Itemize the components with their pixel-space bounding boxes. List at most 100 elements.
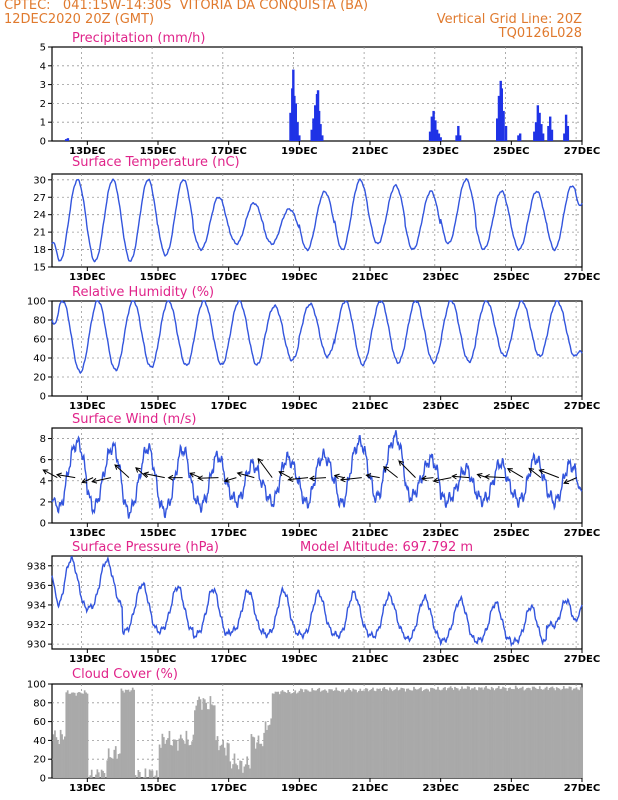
cloud-bar: [181, 738, 184, 778]
cloud-bar: [170, 744, 172, 778]
precip-ytick-label: 3: [40, 80, 46, 91]
cloud-bar: [129, 691, 131, 778]
cloud-bar: [439, 690, 442, 778]
cloud-bar: [186, 739, 189, 778]
cloud-bar: [208, 709, 210, 778]
cloud-bar: [413, 686, 415, 778]
rh-ytick-label: 0: [40, 392, 46, 403]
wind-vector: [383, 466, 398, 479]
wind-vector: [484, 474, 506, 480]
cloud-bar: [529, 688, 531, 778]
cloud-bar: [553, 688, 555, 778]
cloud-bar: [244, 764, 247, 778]
cloud-bar: [268, 724, 271, 778]
precip-bar: [455, 135, 458, 141]
cloud-bar: [499, 689, 502, 778]
cloud-bar: [564, 688, 567, 778]
temp-ytick-label: 27: [33, 193, 46, 204]
wind-vector: [309, 475, 326, 482]
wind-xtick-label: 15DEC: [140, 528, 176, 539]
cloud-bar: [356, 692, 359, 778]
cloud-bar: [298, 690, 301, 778]
wind-vector: [42, 469, 58, 479]
cloud-bar: [331, 689, 333, 778]
cloud-bar: [160, 747, 162, 778]
cloud-bar: [560, 690, 562, 778]
cloud-bar: [415, 689, 418, 778]
cloud-bar: [319, 691, 322, 778]
precip-bar: [430, 116, 434, 141]
cloud-bar: [263, 732, 266, 778]
cloud-bar: [408, 689, 411, 778]
cloud-bar: [273, 693, 275, 778]
precip-bar: [293, 95, 296, 141]
wind-ytick-label: 6: [40, 455, 46, 466]
cloud-bar: [495, 688, 497, 778]
precip-bar: [317, 110, 321, 141]
cloud-bar: [420, 687, 422, 778]
cloud-bar: [407, 688, 410, 778]
cloud-bar: [103, 773, 106, 778]
cloud-bar: [154, 775, 157, 778]
precip-ytick-label: 1: [40, 118, 46, 129]
cloud-bar: [565, 688, 568, 778]
cloud-bar: [270, 718, 273, 778]
cloud-bar: [425, 688, 428, 778]
cloud-bar: [86, 693, 89, 778]
pres-series-line: [51, 555, 583, 648]
wind-vector: [81, 477, 94, 484]
cloud-bar: [201, 709, 203, 778]
cloud-bar: [247, 764, 250, 778]
cloud-ytick-label: 0: [40, 774, 46, 785]
precip-bar: [550, 129, 554, 141]
wind-xtick-label: 13DEC: [69, 528, 105, 539]
wind-xtick-label: 27DEC: [564, 528, 600, 539]
cloud-bar: [240, 760, 243, 778]
cloud-bar: [68, 693, 70, 778]
cloud-bar: [90, 769, 93, 778]
cloud-bar: [143, 777, 145, 778]
cloud-bar: [377, 688, 380, 778]
cloud-bar: [551, 686, 554, 778]
precip-bar: [314, 105, 317, 141]
cloud-bar: [465, 688, 468, 778]
cloud-bar: [113, 749, 116, 778]
cloud-bar: [55, 737, 58, 778]
cloud-bar: [493, 690, 496, 778]
cloud-bar: [472, 688, 475, 778]
wind-vector: [333, 473, 344, 480]
cloud-bar: [350, 691, 353, 778]
cloud-bar: [561, 688, 564, 778]
cloud-bar: [577, 689, 579, 778]
precip-bar: [534, 122, 538, 141]
cloud-bar: [398, 689, 401, 778]
cloud-bar: [80, 693, 83, 778]
cloud-bar: [335, 687, 338, 778]
cloud-bar: [277, 691, 280, 778]
cloud-bar: [486, 688, 489, 778]
cloud-bar: [52, 734, 55, 778]
cloud-bar: [62, 739, 65, 778]
cloud-xtick-label: 21DEC: [352, 783, 388, 794]
cloud-bar: [463, 688, 466, 778]
cloud-bar: [447, 688, 449, 778]
precip-bar: [64, 139, 68, 141]
precip-ytick-label: 5: [40, 43, 46, 54]
cloud-bar: [530, 690, 533, 778]
cloud-bar: [516, 687, 518, 778]
cloud-bar: [527, 687, 530, 778]
cloud-bar: [76, 692, 79, 778]
cloud-bar: [109, 757, 111, 778]
cloud-bar: [578, 690, 581, 778]
cloud-bar: [280, 691, 282, 778]
cloud-bar: [171, 745, 174, 778]
cloud-bar: [533, 686, 535, 778]
cloud-bar: [137, 770, 140, 778]
rh-frame: [51, 300, 583, 397]
cloud-bar: [544, 687, 547, 778]
cloud-bar: [236, 765, 239, 778]
cloud-xtick-label: 13DEC: [69, 783, 105, 794]
cloud-bar: [161, 733, 164, 778]
cloud-bar: [185, 730, 188, 778]
cloud-bar: [459, 689, 462, 778]
